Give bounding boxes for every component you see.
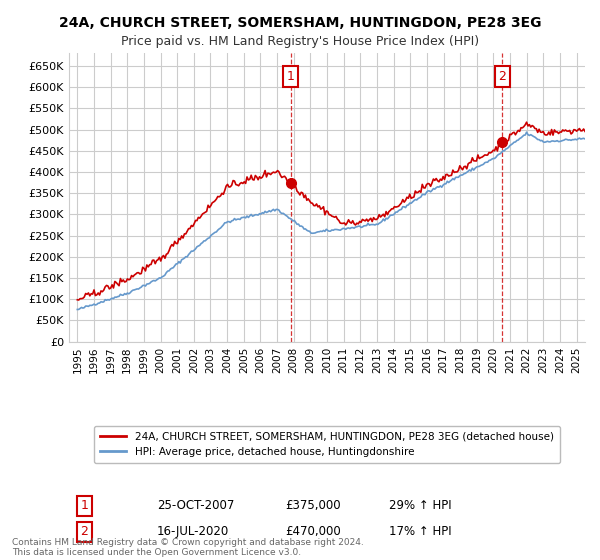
Text: 25-OCT-2007: 25-OCT-2007 [157, 500, 234, 512]
Text: 1: 1 [80, 500, 88, 512]
Text: 2: 2 [499, 70, 506, 83]
Text: 24A, CHURCH STREET, SOMERSHAM, HUNTINGDON, PE28 3EG: 24A, CHURCH STREET, SOMERSHAM, HUNTINGDO… [59, 16, 541, 30]
Legend: 24A, CHURCH STREET, SOMERSHAM, HUNTINGDON, PE28 3EG (detached house), HPI: Avera: 24A, CHURCH STREET, SOMERSHAM, HUNTINGDO… [94, 426, 560, 463]
Text: 2: 2 [80, 525, 88, 539]
Text: £375,000: £375,000 [286, 500, 341, 512]
Text: Price paid vs. HM Land Registry's House Price Index (HPI): Price paid vs. HM Land Registry's House … [121, 35, 479, 48]
Text: Contains HM Land Registry data © Crown copyright and database right 2024.
This d: Contains HM Land Registry data © Crown c… [12, 538, 364, 557]
Text: 1: 1 [287, 70, 295, 83]
Text: 17% ↑ HPI: 17% ↑ HPI [389, 525, 452, 539]
Text: £470,000: £470,000 [286, 525, 341, 539]
Text: 16-JUL-2020: 16-JUL-2020 [157, 525, 229, 539]
Text: 29% ↑ HPI: 29% ↑ HPI [389, 500, 452, 512]
